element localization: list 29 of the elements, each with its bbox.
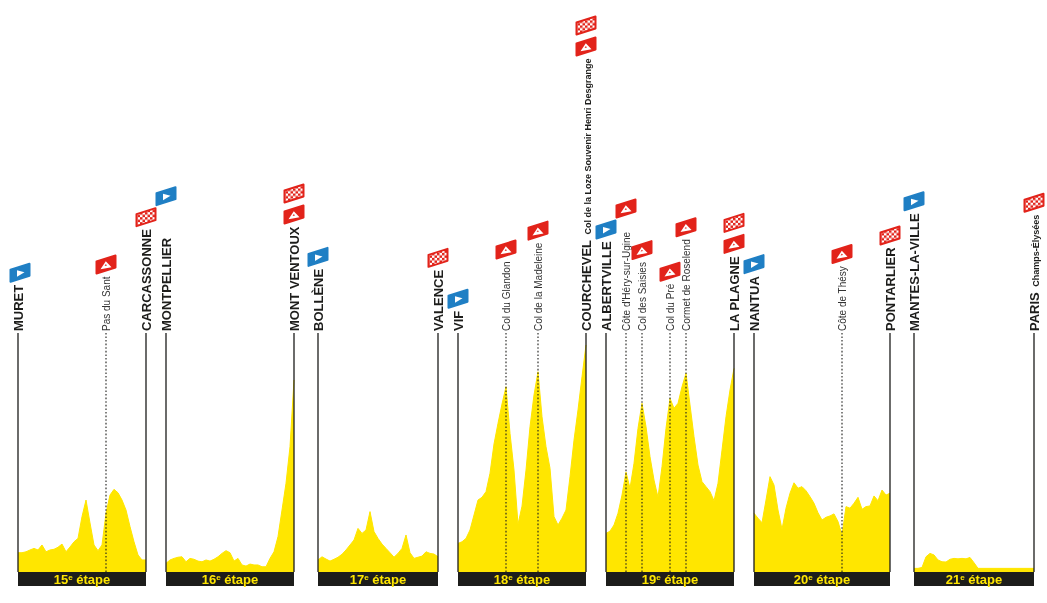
x-tick-label: NANTUA (746, 275, 762, 331)
x-tick-label: VIF (450, 310, 466, 331)
x-tick-label: CARCASSONNE (138, 228, 154, 331)
x-tick-label: BOLLÈNE (310, 268, 326, 331)
x-tick-label: VALENCE (430, 269, 446, 331)
x-tick-label: ALBERTVILLE (598, 241, 614, 331)
x-tick-label: Côte d'Héry-sur-Ugine (620, 231, 632, 331)
annotation: 19$^{e}$ étape (641, 571, 699, 587)
annotation: 20$^{e}$ étape (793, 571, 851, 587)
x-tick-label: PONTARLIER (882, 246, 898, 331)
x-tick-label: Côte de Thésy (836, 266, 848, 331)
annotation: 17$^{e}$ étape (349, 571, 407, 587)
x-tick-label: MANTES-LA-VILLE (906, 212, 922, 331)
x-tick-label: Col du Glandon (500, 261, 512, 331)
x-tick-label: Pas du Sant (100, 276, 112, 331)
x-tick-label: LA PLAGNE (726, 256, 742, 331)
annotation: 15$^{e}$ étape (53, 571, 111, 587)
x-tick-label: Cormet de Roselend (680, 239, 692, 331)
x-tick-label: COURCHEVEL Col de la Loze Souvenir Henri Desgrange (578, 58, 594, 331)
x-tick-label: Col de la Madeleine (532, 242, 544, 331)
x-tick-label: MONTPELLIER (158, 237, 174, 331)
x-tick-label: PARIS Champs-Élysées (1026, 214, 1042, 331)
x-tick-label: Col des Saisies (636, 262, 648, 331)
annotation: 18$^{e}$ étape (493, 571, 551, 587)
annotation: 16$^{e}$ étape (201, 571, 259, 587)
x-tick-label: MONT VENTOUX (286, 226, 302, 331)
x-tick-label: Col du Pré (664, 283, 676, 331)
annotation: 21$^{e}$ étape (945, 571, 1003, 587)
x-tick-label: MURET (10, 284, 26, 331)
